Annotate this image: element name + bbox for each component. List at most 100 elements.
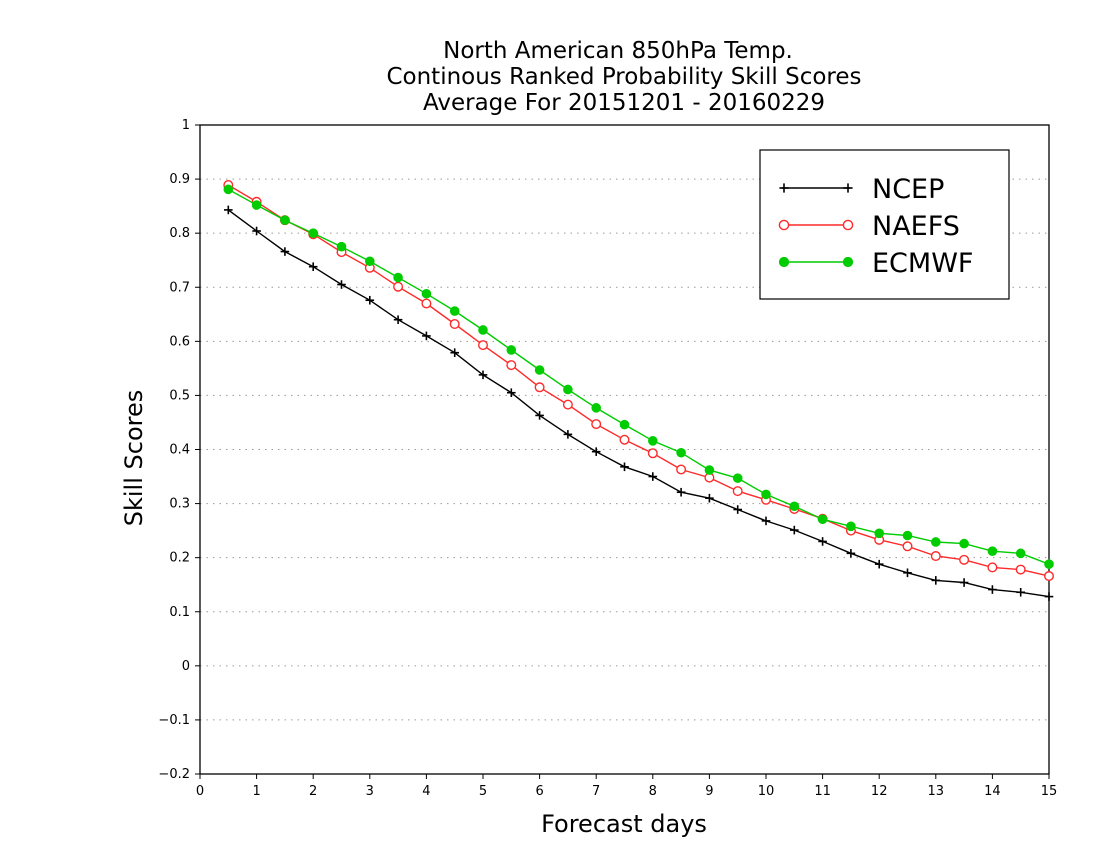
data-point bbox=[818, 537, 827, 546]
y-tick-label: 0.5 bbox=[169, 388, 190, 403]
x-tick-label: 10 bbox=[758, 784, 775, 799]
data-point bbox=[959, 538, 969, 549]
data-point bbox=[591, 447, 601, 456]
data-point bbox=[778, 256, 790, 268]
data-point bbox=[252, 226, 261, 236]
data-point bbox=[1016, 587, 1025, 597]
legend-label: NAEFS bbox=[872, 211, 960, 242]
data-point bbox=[1043, 571, 1054, 582]
y-tick-label: 1 bbox=[182, 118, 190, 133]
data-point bbox=[393, 281, 404, 292]
data-point bbox=[959, 578, 969, 587]
data-point bbox=[648, 472, 658, 481]
y-tick-label: 0 bbox=[182, 659, 190, 674]
x-tick-label: 3 bbox=[366, 784, 374, 799]
x-tick-label: 0 bbox=[196, 784, 204, 799]
data-point bbox=[449, 306, 460, 316]
data-point bbox=[393, 315, 403, 324]
series-naefs bbox=[223, 180, 1054, 582]
data-point bbox=[563, 384, 573, 395]
data-point bbox=[732, 473, 743, 483]
x-tick-label: 11 bbox=[814, 784, 831, 799]
data-point bbox=[251, 200, 262, 210]
chart-title-line-1: North American 850hPa Temp. bbox=[443, 38, 793, 64]
x-tick-label: 5 bbox=[479, 784, 487, 799]
data-point bbox=[308, 262, 318, 271]
data-point bbox=[507, 388, 516, 398]
x-tick-label: 13 bbox=[928, 784, 945, 799]
data-point bbox=[1044, 559, 1054, 569]
x-tick-label: 4 bbox=[422, 784, 430, 799]
legend-item-ncep: NCEP bbox=[779, 174, 944, 205]
x-tick-label: 15 bbox=[1041, 784, 1058, 799]
series-ncep bbox=[224, 205, 1054, 601]
data-point bbox=[620, 462, 629, 472]
data-point bbox=[931, 576, 941, 585]
x-tick-label: 2 bbox=[309, 784, 317, 799]
data-point bbox=[648, 436, 658, 446]
data-point bbox=[619, 419, 630, 430]
data-point bbox=[478, 325, 488, 335]
data-point bbox=[1044, 592, 1054, 601]
data-point bbox=[449, 319, 460, 330]
data-point bbox=[676, 487, 686, 497]
data-point bbox=[846, 521, 856, 532]
data-point bbox=[842, 256, 854, 268]
y-tick-label: 0.6 bbox=[169, 334, 190, 349]
data-point bbox=[280, 247, 290, 256]
data-point bbox=[563, 430, 573, 439]
data-point bbox=[478, 370, 488, 380]
series-lines bbox=[223, 180, 1054, 601]
data-point bbox=[930, 551, 941, 562]
data-point bbox=[450, 348, 459, 357]
y-tick-label: 0.7 bbox=[169, 280, 190, 295]
data-point bbox=[790, 525, 799, 535]
data-point bbox=[676, 464, 687, 475]
data-point bbox=[591, 403, 602, 413]
data-point bbox=[902, 541, 913, 552]
data-point bbox=[902, 530, 913, 541]
data-point bbox=[987, 546, 998, 556]
legend-label: NCEP bbox=[872, 174, 944, 205]
data-point bbox=[534, 365, 545, 375]
data-point bbox=[842, 219, 854, 231]
y-tick-label: 0.9 bbox=[169, 172, 190, 187]
data-point bbox=[817, 514, 828, 525]
data-point bbox=[365, 295, 375, 305]
data-point bbox=[337, 280, 346, 289]
data-point bbox=[1015, 548, 1026, 559]
legend-item-naefs: NAEFS bbox=[778, 211, 960, 242]
data-point bbox=[959, 554, 970, 565]
data-point bbox=[676, 447, 686, 458]
data-point bbox=[224, 205, 233, 215]
chart-title-line-2: Continous Ranked Probability Skill Score… bbox=[386, 64, 861, 90]
data-point bbox=[704, 465, 715, 475]
data-point bbox=[619, 434, 630, 445]
series-line bbox=[227, 188, 1050, 565]
data-point bbox=[535, 411, 544, 420]
y-tick-label: 0.4 bbox=[169, 443, 190, 458]
data-point bbox=[365, 256, 375, 267]
data-point bbox=[562, 399, 573, 410]
y-tick-label: −0.1 bbox=[158, 713, 190, 728]
x-tick-label: 6 bbox=[535, 784, 543, 799]
data-point bbox=[280, 215, 290, 225]
data-point bbox=[903, 568, 912, 578]
x-axis-title: Forecast days bbox=[541, 810, 707, 838]
data-point bbox=[506, 360, 517, 371]
data-point bbox=[874, 559, 884, 569]
legend-item-ecmwf: ECMWF bbox=[778, 248, 973, 279]
y-tick-label: 0.8 bbox=[169, 226, 190, 241]
data-point bbox=[732, 486, 743, 497]
data-point bbox=[647, 448, 658, 459]
data-point bbox=[223, 184, 234, 195]
chart-title-line-3: Average For 20151201 - 20160229 bbox=[423, 90, 825, 116]
y-tick-label: 0.2 bbox=[169, 551, 190, 566]
data-point bbox=[1015, 564, 1026, 575]
data-point bbox=[506, 345, 517, 355]
legend-label: ECMWF bbox=[872, 248, 973, 279]
y-tick-label: 0.1 bbox=[169, 605, 190, 620]
y-axis-title: Skill Scores bbox=[120, 390, 148, 527]
series-ecmwf bbox=[223, 184, 1054, 569]
